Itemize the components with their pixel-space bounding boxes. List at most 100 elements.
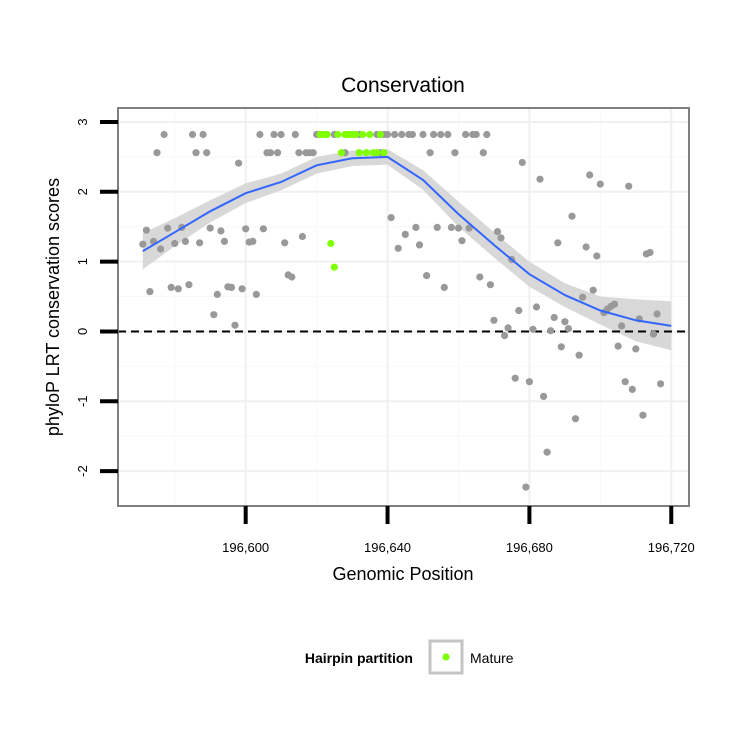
data-point xyxy=(618,322,626,330)
data-point xyxy=(295,149,303,157)
data-point xyxy=(447,223,455,231)
data-point xyxy=(181,237,189,245)
data-point xyxy=(547,327,555,335)
x-axis-label: Genomic Position xyxy=(332,564,473,584)
data-point xyxy=(266,149,275,157)
data-point xyxy=(423,272,431,280)
x-axis: 196,600 196,640 196,680 196,720 xyxy=(222,506,695,555)
data-point xyxy=(543,448,551,456)
data-point xyxy=(217,227,225,235)
data-point xyxy=(529,325,537,333)
data-point xyxy=(497,234,505,242)
data-point xyxy=(554,239,562,247)
data-point xyxy=(437,130,445,139)
data-point xyxy=(504,324,512,332)
data-point xyxy=(568,212,576,220)
data-point xyxy=(231,321,239,329)
data-point xyxy=(174,285,182,293)
data-point xyxy=(483,130,491,139)
data-point xyxy=(476,273,484,281)
data-point xyxy=(561,318,569,326)
data-point xyxy=(412,223,420,231)
data-point xyxy=(458,237,466,245)
legend-key-box xyxy=(428,639,464,675)
y-tick-label: 3 xyxy=(75,118,90,125)
data-point xyxy=(185,281,193,289)
data-point xyxy=(298,232,306,241)
legend: Hairpin partition Mature xyxy=(305,639,514,675)
data-point xyxy=(571,415,580,423)
data-point xyxy=(259,225,267,233)
data-point xyxy=(454,224,463,232)
chart-title: Conservation xyxy=(341,74,465,97)
data-point xyxy=(401,230,409,238)
confidence-band xyxy=(142,149,672,351)
data-point xyxy=(628,385,636,393)
data-point xyxy=(249,237,257,245)
data-point xyxy=(210,311,218,319)
data-point xyxy=(206,224,214,232)
x-tick-label: 196,680 xyxy=(506,540,553,555)
data-point xyxy=(387,214,395,222)
data-point xyxy=(493,228,502,236)
data-point xyxy=(408,130,416,139)
data-point xyxy=(171,239,179,248)
data-point-mature xyxy=(362,149,370,157)
data-point xyxy=(238,285,246,293)
data-point-mature xyxy=(359,130,367,139)
data-point xyxy=(532,303,541,311)
data-point xyxy=(213,290,221,298)
data-point xyxy=(653,310,661,318)
data-point-mature xyxy=(352,130,360,139)
data-point xyxy=(472,130,480,139)
data-point xyxy=(557,343,565,351)
data-point-mature xyxy=(355,149,363,157)
x-tick-label: 196,600 xyxy=(222,540,269,555)
data-point xyxy=(270,130,278,139)
data-point xyxy=(164,224,172,232)
y-axis-label: phyloP LRT conservation scores xyxy=(43,178,63,436)
data-points xyxy=(139,130,665,491)
data-point xyxy=(646,248,654,257)
y-tick-label: 1 xyxy=(75,258,90,265)
data-point xyxy=(242,225,250,233)
data-point xyxy=(440,283,448,291)
data-point xyxy=(256,130,264,139)
data-point xyxy=(398,130,406,139)
data-point xyxy=(391,130,399,139)
data-point xyxy=(614,342,622,350)
data-point-mature xyxy=(323,130,331,139)
data-point xyxy=(596,180,604,188)
data-point xyxy=(394,244,402,252)
data-point xyxy=(579,293,587,301)
data-point xyxy=(157,245,165,253)
data-point xyxy=(462,130,470,139)
data-point xyxy=(586,171,594,179)
data-point xyxy=(536,175,544,183)
data-point xyxy=(277,130,285,139)
data-point xyxy=(564,325,573,333)
data-point xyxy=(235,159,243,167)
data-point xyxy=(511,374,519,382)
data-point xyxy=(419,130,427,139)
y-axis: -2 -1 0 1 2 3 xyxy=(75,118,118,477)
data-point xyxy=(415,241,424,249)
data-point xyxy=(146,288,154,296)
data-point-mature xyxy=(380,149,388,157)
data-point xyxy=(625,182,633,190)
data-point xyxy=(525,378,534,386)
data-point xyxy=(610,300,619,308)
data-point xyxy=(142,226,150,234)
data-point xyxy=(139,240,147,248)
data-point xyxy=(486,281,494,289)
data-point-mature xyxy=(327,239,335,248)
data-point xyxy=(621,378,629,386)
y-tick-label: -2 xyxy=(75,465,90,477)
data-point xyxy=(657,380,665,388)
data-point xyxy=(518,158,526,167)
data-point-mature xyxy=(330,263,338,271)
data-point xyxy=(426,149,434,157)
legend-key-mature-dot xyxy=(442,653,450,661)
data-point xyxy=(649,330,658,338)
data-point xyxy=(160,130,168,139)
